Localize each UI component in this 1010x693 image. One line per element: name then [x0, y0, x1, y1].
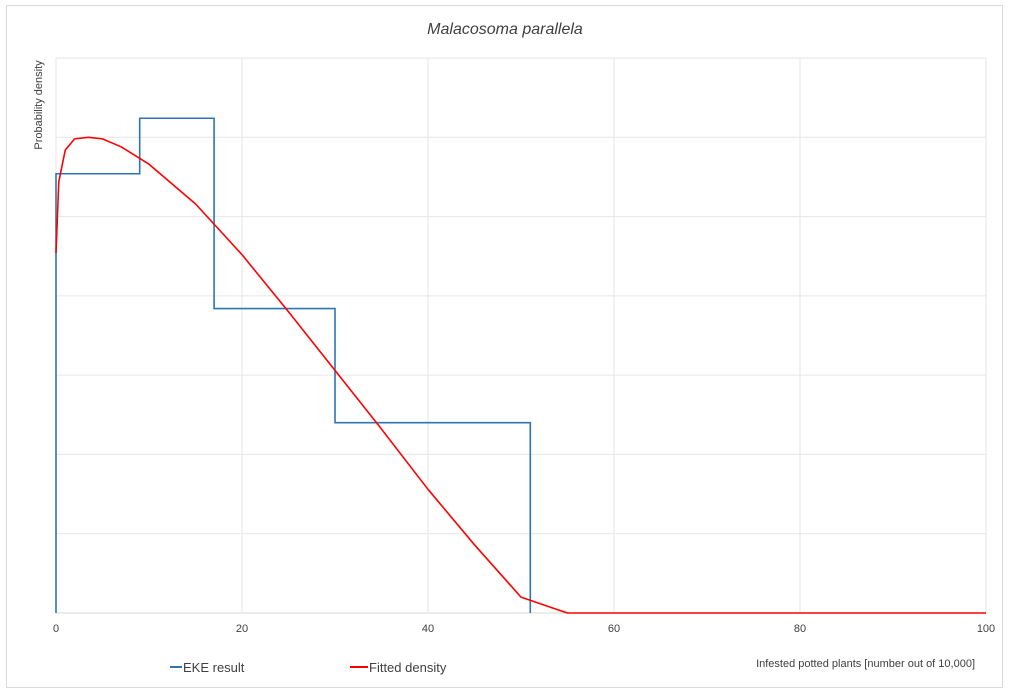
y-axis-label: Probability density [33, 60, 45, 150]
x-tick-label: 40 [422, 623, 434, 635]
x-axis-label: Infested potted plants [number out of 10… [756, 658, 975, 670]
legend-label-eke: EKE result [183, 660, 245, 675]
legend-label-fitted: Fitted density [369, 660, 447, 675]
series-fitted-density [55, 136, 986, 614]
x-tick-label: 20 [236, 623, 248, 635]
x-tick-label: 0 [53, 623, 59, 635]
x-tick-labels: 0 20 40 60 80 100 [53, 623, 995, 635]
chart-title: Malacosoma parallela [427, 21, 583, 38]
series-layer [55, 117, 986, 614]
series-eke-result [55, 117, 532, 613]
x-tick-label: 80 [794, 623, 806, 635]
x-tick-label: 60 [608, 623, 620, 635]
legend: EKE result Fitted density [170, 660, 447, 675]
gridlines [55, 57, 987, 614]
x-tick-label: 100 [977, 623, 995, 635]
